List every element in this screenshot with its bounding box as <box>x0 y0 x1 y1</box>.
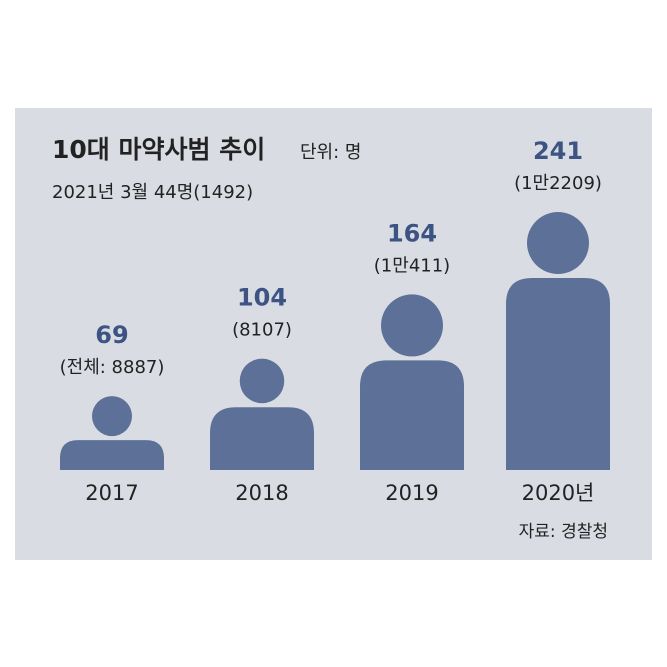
x-tick-label: 2017 <box>85 481 138 505</box>
figure-body <box>506 278 610 470</box>
figure-head <box>527 212 589 274</box>
value-label: 69 <box>95 321 128 349</box>
unit: 단위: 명 <box>300 142 361 163</box>
figure-body <box>360 360 464 470</box>
person-figure <box>360 294 464 470</box>
total-label: (8107) <box>232 320 292 341</box>
figure-head <box>239 358 285 404</box>
person-figure <box>60 396 164 470</box>
figure-head <box>92 396 132 437</box>
value-label: 164 <box>387 219 437 247</box>
x-tick-label: 2019 <box>385 481 438 505</box>
total-label: (1만411) <box>374 255 450 276</box>
total-label: (1만2209) <box>514 173 602 194</box>
figure-head <box>381 294 443 357</box>
figure-body <box>60 440 164 470</box>
total-label: (전체: 8887) <box>60 357 165 378</box>
x-tick-label: 2018 <box>235 481 288 505</box>
value-label: 241 <box>533 137 583 165</box>
person-figure <box>506 212 610 470</box>
figure-body <box>210 407 314 470</box>
chart-title: 10대 마약사범 추이 <box>52 135 265 164</box>
person-figure <box>210 358 314 470</box>
subtitle: 2021년 3월 44명(1492) <box>52 182 253 203</box>
source: 자료: 경찰청 <box>519 522 608 542</box>
value-label: 104 <box>237 284 287 312</box>
x-tick-label: 2020년 <box>522 481 595 505</box>
